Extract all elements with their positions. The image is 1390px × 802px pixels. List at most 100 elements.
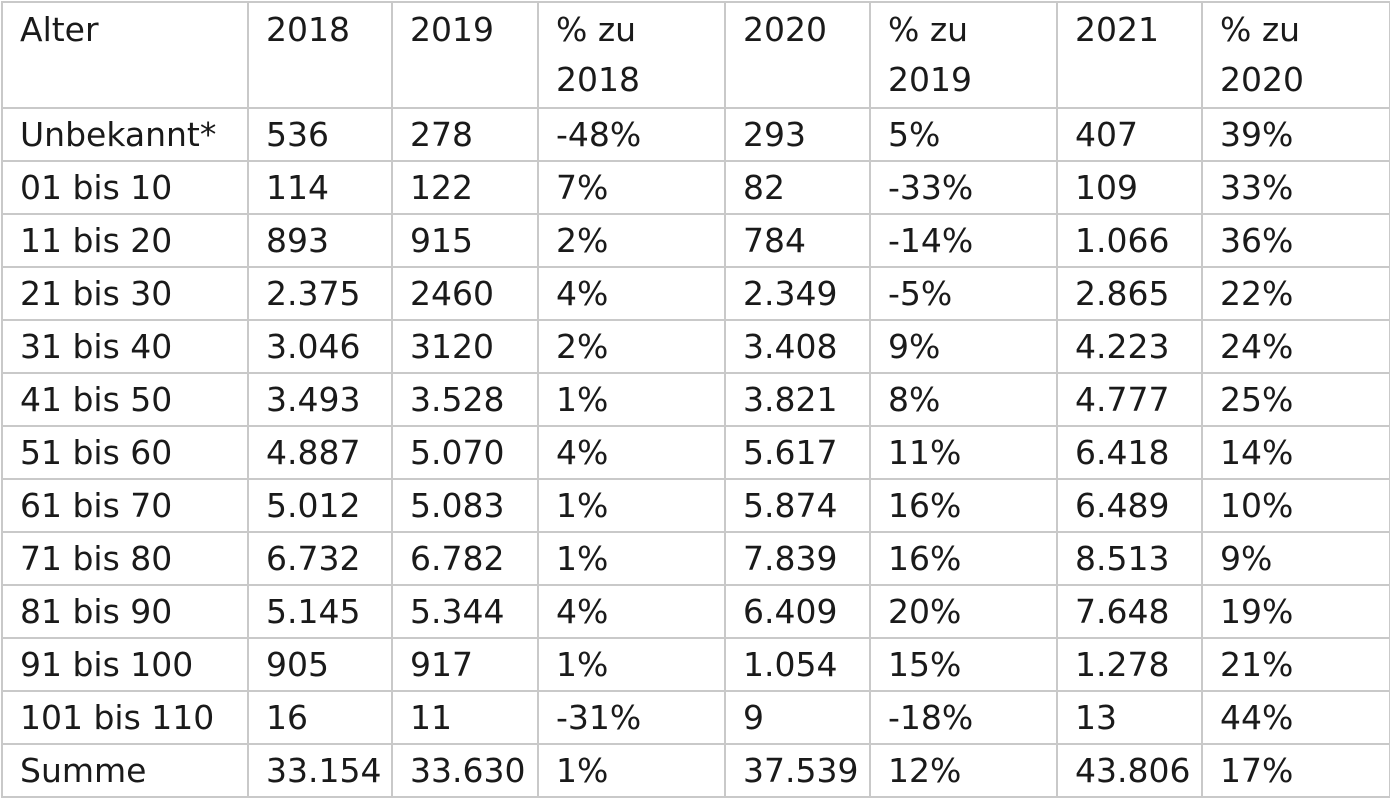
cell-pct-2018: 7%	[537, 160, 726, 215]
cell-pct-2018: 1%	[537, 478, 726, 533]
header-row: Alter 2018 2019 % zu 2018 2020 % zu 2019…	[1, 1, 1390, 109]
cell-value-2018: 33.154	[247, 743, 393, 798]
cell-pct-2020: 17%	[1201, 743, 1390, 798]
table-row: 01 bis 10 114 122 7% 82 -33% 109 33%	[1, 160, 1390, 215]
cell-value-2020: 37.539	[724, 743, 871, 798]
cell-pct-2019: -18%	[869, 690, 1058, 745]
cell-value-2019: 3.528	[391, 372, 539, 427]
header-cell-pct-2020: % zu 2020	[1201, 1, 1390, 109]
table-row: 101 bis 110 16 11 -31% 9 -18% 13 44%	[1, 690, 1390, 745]
cell-pct-2019: 11%	[869, 425, 1058, 480]
cell-age: 61 bis 70	[1, 478, 249, 533]
cell-value-2018: 893	[247, 213, 393, 268]
cell-pct-2018: 4%	[537, 425, 726, 480]
cell-value-2018: 114	[247, 160, 393, 215]
cell-pct-2020: 39%	[1201, 107, 1390, 162]
cell-value-2019: 917	[391, 637, 539, 692]
cell-pct-2018: 2%	[537, 213, 726, 268]
cell-value-2018: 3.046	[247, 319, 393, 374]
cell-pct-2019: -14%	[869, 213, 1058, 268]
header-cell-2020: 2020	[724, 1, 871, 109]
table-row: 81 bis 90 5.145 5.344 4% 6.409 20% 7.648 19%	[1, 584, 1390, 639]
table-row: 31 bis 40 3.046 3120 2% 3.408 9% 4.223 24%	[1, 319, 1390, 374]
cell-value-2021: 13	[1056, 690, 1203, 745]
cell-pct-2019: 15%	[869, 637, 1058, 692]
table-row: 21 bis 30 2.375 2460 4% 2.349 -5% 2.865 22%	[1, 266, 1390, 321]
cell-age: Unbekannt*	[1, 107, 249, 162]
cell-value-2018: 16	[247, 690, 393, 745]
cell-value-2018: 4.887	[247, 425, 393, 480]
cell-pct-2018: 1%	[537, 531, 726, 586]
cell-value-2020: 3.408	[724, 319, 871, 374]
cell-value-2019: 2460	[391, 266, 539, 321]
cell-value-2021: 43.806	[1056, 743, 1203, 798]
cell-value-2020: 5.617	[724, 425, 871, 480]
cell-value-2021: 4.223	[1056, 319, 1203, 374]
header-cell-pct-2019: % zu 2019	[869, 1, 1058, 109]
cell-age: 31 bis 40	[1, 319, 249, 374]
table-row: 41 bis 50 3.493 3.528 1% 3.821 8% 4.777 25%	[1, 372, 1390, 427]
cell-value-2020: 7.839	[724, 531, 871, 586]
cell-value-2018: 3.493	[247, 372, 393, 427]
header-cell-2019: 2019	[391, 1, 539, 109]
cell-pct-2019: 16%	[869, 478, 1058, 533]
cell-age: Summe	[1, 743, 249, 798]
cell-value-2019: 11	[391, 690, 539, 745]
cell-value-2019: 5.070	[391, 425, 539, 480]
cell-age: 71 bis 80	[1, 531, 249, 586]
cell-pct-2020: 14%	[1201, 425, 1390, 480]
cell-value-2018: 6.732	[247, 531, 393, 586]
cell-value-2019: 6.782	[391, 531, 539, 586]
cell-value-2019: 5.083	[391, 478, 539, 533]
cell-value-2020: 6.409	[724, 584, 871, 639]
cell-value-2018: 5.012	[247, 478, 393, 533]
cell-pct-2020: 19%	[1201, 584, 1390, 639]
cell-pct-2019: 8%	[869, 372, 1058, 427]
cell-pct-2020: 24%	[1201, 319, 1390, 374]
table-row: 91 bis 100 905 917 1% 1.054 15% 1.278 21%	[1, 637, 1390, 692]
cell-pct-2019: -5%	[869, 266, 1058, 321]
cell-pct-2020: 33%	[1201, 160, 1390, 215]
cell-value-2019: 5.344	[391, 584, 539, 639]
cell-value-2019: 122	[391, 160, 539, 215]
cell-pct-2019: 16%	[869, 531, 1058, 586]
cell-age: 81 bis 90	[1, 584, 249, 639]
table-row: 51 bis 60 4.887 5.070 4% 5.617 11% 6.418 14%	[1, 425, 1390, 480]
cell-pct-2019: 9%	[869, 319, 1058, 374]
cell-value-2018: 2.375	[247, 266, 393, 321]
cell-pct-2020: 36%	[1201, 213, 1390, 268]
cell-value-2020: 5.874	[724, 478, 871, 533]
cell-value-2020: 1.054	[724, 637, 871, 692]
cell-value-2021: 1.278	[1056, 637, 1203, 692]
cell-pct-2018: 1%	[537, 743, 726, 798]
cell-value-2021: 7.648	[1056, 584, 1203, 639]
cell-age: 101 bis 110	[1, 690, 249, 745]
cell-value-2019: 915	[391, 213, 539, 268]
header-cell-2021: 2021	[1056, 1, 1203, 109]
cell-age: 21 bis 30	[1, 266, 249, 321]
cell-value-2021: 6.489	[1056, 478, 1203, 533]
cell-value-2018: 5.145	[247, 584, 393, 639]
cell-value-2020: 784	[724, 213, 871, 268]
cell-value-2021: 4.777	[1056, 372, 1203, 427]
cell-age: 11 bis 20	[1, 213, 249, 268]
cell-value-2021: 407	[1056, 107, 1203, 162]
cell-value-2020: 3.821	[724, 372, 871, 427]
cell-age: 91 bis 100	[1, 637, 249, 692]
cell-pct-2020: 44%	[1201, 690, 1390, 745]
table-row: 71 bis 80 6.732 6.782 1% 7.839 16% 8.513 9%	[1, 531, 1390, 586]
cell-age: 51 bis 60	[1, 425, 249, 480]
cell-value-2021: 8.513	[1056, 531, 1203, 586]
cell-value-2019: 33.630	[391, 743, 539, 798]
cell-pct-2018: -31%	[537, 690, 726, 745]
cell-pct-2019: 5%	[869, 107, 1058, 162]
cell-value-2021: 2.865	[1056, 266, 1203, 321]
cell-pct-2018: 1%	[537, 637, 726, 692]
cell-pct-2018: 4%	[537, 584, 726, 639]
cell-value-2021: 1.066	[1056, 213, 1203, 268]
cell-pct-2019: 12%	[869, 743, 1058, 798]
cell-pct-2020: 10%	[1201, 478, 1390, 533]
cell-value-2018: 905	[247, 637, 393, 692]
cell-value-2021: 109	[1056, 160, 1203, 215]
